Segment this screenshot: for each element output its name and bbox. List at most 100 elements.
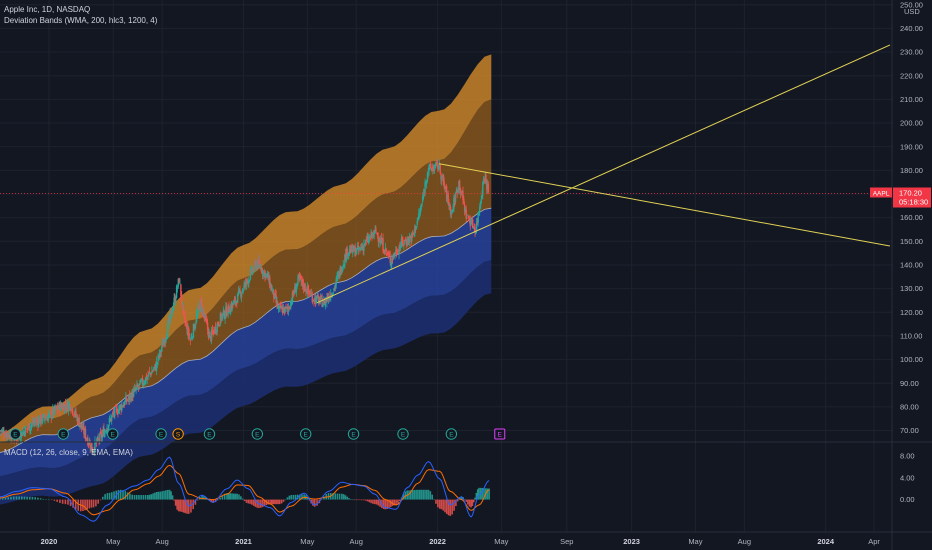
x-tick-label: 2024 [817,537,835,546]
candle-body [103,428,105,437]
candle-body [352,245,355,252]
y-tick-label: 140.00 [900,261,923,270]
candle-body [7,433,9,436]
candle-body [174,297,176,303]
macd-histogram-bar [97,499,99,504]
macd-histogram-bar [144,495,147,500]
candle-body [473,226,475,228]
event-marker[interactable] [203,428,216,440]
macd-histogram-bar [468,499,471,507]
candle-body [383,250,385,253]
event-marker[interactable] [445,428,458,440]
candle-body [434,163,437,168]
candle-body [42,414,45,416]
candle-body [52,407,55,415]
candle-body [49,411,52,413]
event-marker[interactable] [107,428,119,440]
candle-body [458,180,461,190]
macd-histogram-bar [106,493,109,500]
candle-body [23,431,26,436]
candle-body [201,304,203,313]
candle-body [69,404,71,410]
candle-body [168,318,171,321]
price-tag[interactable] [893,187,931,208]
candle-body [158,356,160,357]
macd-signal-line [0,464,490,516]
deviation-bands [0,54,492,505]
candle-body [460,193,463,195]
chart-title[interactable]: Apple Inc, 1D, NASDAQ [4,5,91,14]
candle-body [28,423,30,431]
candle-body [253,261,256,269]
candle-body [406,243,408,245]
macd-histogram-bar [389,499,392,508]
event-marker[interactable] [57,428,69,440]
trendlines[interactable] [316,44,891,304]
macd-histogram-bar [84,499,86,511]
macd-histogram-bar [122,490,124,500]
candle-body [252,269,255,271]
candle-body [273,290,275,299]
candle-body [157,355,159,362]
macd-histogram-bar [364,499,367,501]
macd-histogram-bar [92,499,95,508]
candle-body [480,199,482,204]
candle-body [462,190,464,201]
macd-histogram-bar [359,499,361,501]
macd-histogram-bar [472,499,475,503]
macd-histogram-bar [313,499,316,507]
candle-body [214,326,217,333]
event-marker[interactable] [155,428,167,440]
candle-body [121,406,124,407]
macd-histogram-bar [50,499,53,501]
candle-body [260,267,262,270]
event-marker[interactable] [9,428,22,440]
candle-body [110,418,112,422]
candle-body [84,428,87,439]
candle-body [43,415,45,419]
candle-body [153,366,155,369]
event-marker[interactable] [494,428,506,440]
indicator-legend[interactable]: Deviation Bands (WMA, 200, hlc3, 1200, 4… [4,16,158,25]
candle-body [71,408,74,414]
macd-histogram-bar [119,489,122,500]
trendline-upper[interactable] [439,163,891,247]
candle-body [321,297,323,307]
y-tick-label: 210.00 [900,95,923,104]
candle-body [98,439,100,441]
candle-body [323,298,326,305]
candle-body [190,336,192,341]
event-marker[interactable] [300,428,312,440]
candle-body [118,408,120,414]
candle-body [387,252,389,254]
candle-body [116,408,118,415]
event-marker[interactable] [347,428,360,440]
macd-legend[interactable]: MACD (12, 26, close, 9, EMA, EMA) [4,448,133,457]
candle-body [141,378,144,385]
event-marker[interactable] [172,428,184,440]
candle-body [87,443,90,445]
candle-body [179,283,181,285]
candle-body [286,307,289,310]
candle-body [94,440,96,453]
event-marker[interactable] [251,428,264,440]
candle-body [441,176,444,178]
x-tick-label: 2022 [429,537,446,546]
candle-body [345,248,348,261]
trendline-lower[interactable] [316,44,891,304]
candle-body [93,450,95,452]
candle-body [21,433,23,437]
symbol-tag[interactable] [870,187,892,198]
candle-body [1,429,4,432]
candle-body [300,275,302,282]
candle-body [137,386,140,388]
candle-body [246,279,248,281]
candle-body [405,241,407,244]
candle-body [408,237,411,243]
candle-body [324,300,327,307]
candle-body [262,270,265,276]
event-marker[interactable] [397,428,409,440]
candle-body [393,252,395,256]
